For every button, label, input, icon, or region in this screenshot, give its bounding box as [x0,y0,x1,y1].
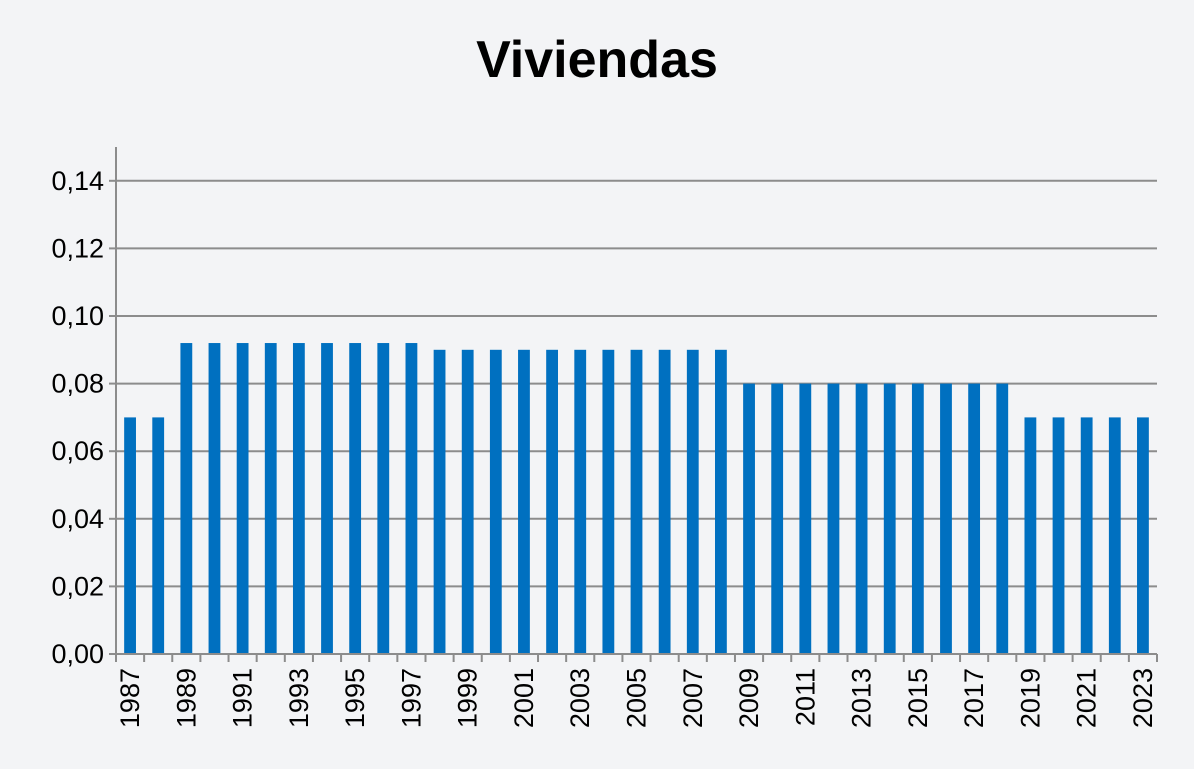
x-tick-label: 2003 [565,668,595,728]
x-tick-label: 1993 [284,668,314,728]
y-tick-label: 0,06 [51,436,104,466]
bars [124,343,1149,654]
bar [743,383,755,654]
y-tick-label: 0,10 [51,301,104,331]
x-tick-label: 1997 [396,668,426,728]
bar [799,383,812,654]
bar [602,349,615,654]
x-tick-label: 2007 [678,668,708,728]
axes [109,147,1158,662]
y-tick-label: 0,02 [51,571,104,601]
y-tick-label: 0,14 [51,166,104,196]
bar [911,383,924,654]
bar [658,349,671,654]
bar [124,417,136,654]
bar [714,349,727,654]
bar [940,383,952,654]
y-tick-label: 0,12 [51,233,104,263]
x-tick-label: 2009 [734,668,764,728]
bar [996,383,1009,654]
x-tick-label: 1995 [340,668,370,728]
bar [1108,417,1121,654]
bar [968,383,981,654]
bar [630,349,643,654]
bar [1024,417,1037,654]
chart-title: Viviendas [476,31,718,89]
x-tick-label: 2017 [959,668,989,728]
y-tick-label: 0,08 [51,369,104,399]
x-tick-label: 1987 [115,668,145,728]
bar [236,343,249,654]
x-tick-label: 2015 [903,668,933,728]
x-tick-label: 2011 [790,668,820,726]
bar [771,383,784,654]
y-tick-label: 0,00 [51,639,104,669]
bar [1137,417,1149,654]
bar [827,383,840,654]
bar [461,349,474,654]
bar [292,343,305,654]
x-tick-label: 2021 [1072,668,1102,728]
bar [1052,417,1065,654]
bar [883,383,896,654]
x-tick-label: 2013 [847,668,877,728]
bar [433,349,446,654]
x-tick-label: 1991 [228,668,258,728]
x-tick-label: 2019 [1015,668,1045,728]
bar [180,343,193,654]
bar [264,343,277,654]
bar [349,343,362,654]
bar [377,343,390,654]
bar [1080,417,1093,654]
bar [321,343,333,654]
x-tick-label: 2005 [622,668,652,728]
x-tick-label: 1999 [453,668,483,728]
x-tick-label: 2023 [1128,668,1158,728]
bar [855,383,868,654]
bar [208,343,221,654]
bar [489,349,502,654]
x-tick-label: 1989 [171,668,201,728]
bar [518,349,530,654]
tick-labels: 0,00 0,02 0,04 0,06 0,08 0,10 0,12 0,14 1987 1989… [51,166,1157,728]
y-tick-label: 0,04 [51,504,104,534]
x-tick-label: 2001 [509,668,539,728]
bar [574,349,587,654]
bar [546,349,559,654]
bar [152,417,165,654]
bar [405,343,418,654]
bar [686,349,699,654]
